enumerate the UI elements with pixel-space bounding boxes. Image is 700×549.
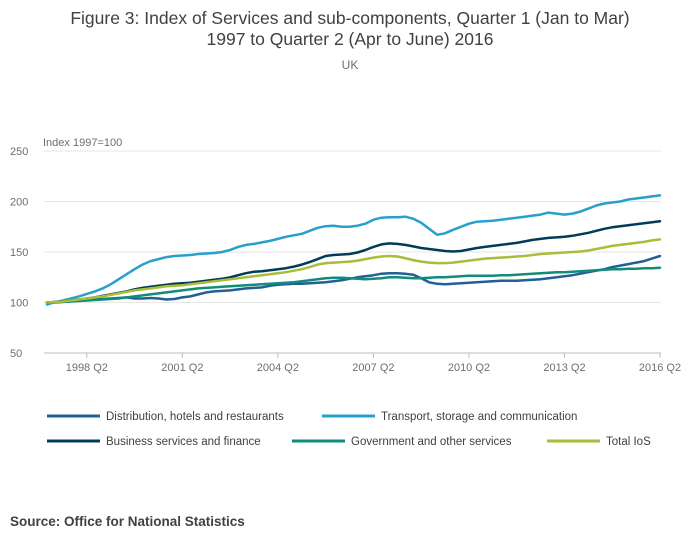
chart-subtitle: UK bbox=[341, 58, 359, 72]
y-axis-ticks: 50 100 150 200 250 bbox=[10, 146, 28, 360]
y-tick-label: 50 bbox=[10, 348, 22, 360]
chart-title-line2: 1997 to Quarter 2 (Apr to June) 2016 bbox=[206, 29, 494, 49]
series-line bbox=[45, 266, 662, 304]
x-tick-label: 1998 Q2 bbox=[66, 362, 108, 374]
x-tick-label: 2004 Q2 bbox=[257, 362, 299, 374]
y-tick-label: 200 bbox=[10, 197, 28, 209]
y-tick-label: 150 bbox=[10, 247, 28, 259]
series-line bbox=[45, 194, 662, 306]
legend-label: Business services and finance bbox=[106, 436, 261, 448]
x-tick-label: 2001 Q2 bbox=[161, 362, 203, 374]
chart-title: Figure 3: Index of Services and sub-comp… bbox=[0, 8, 700, 50]
x-tick-label: 2010 Q2 bbox=[448, 362, 490, 374]
chart-title-line1: Figure 3: Index of Services and sub-comp… bbox=[70, 8, 630, 28]
x-tick-label: 2013 Q2 bbox=[543, 362, 585, 374]
source-note: Source: Office for National Statistics bbox=[10, 514, 245, 529]
y-tick-label: 250 bbox=[10, 146, 28, 158]
x-axis: 1998 Q2 2001 Q2 2004 Q2 2007 Q2 2010 Q2 2013 … bbox=[66, 353, 681, 374]
legend-label: Distribution, hotels and restaurants bbox=[106, 411, 284, 423]
series-lines bbox=[45, 194, 662, 306]
legend-label: Government and other services bbox=[351, 436, 512, 448]
series-line bbox=[45, 238, 662, 304]
legend-label: Total IoS bbox=[606, 436, 651, 448]
line-chart: 50 100 150 200 250 Index 1997=100 1998 Q2 200… bbox=[10, 137, 681, 374]
x-tick-label: 2016 Q2 bbox=[639, 362, 681, 374]
gridlines bbox=[44, 150, 661, 354]
y-axis-title: Index 1997=100 bbox=[43, 137, 122, 149]
legend-label: Transport, storage and communication bbox=[381, 411, 577, 423]
x-tick-label: 2007 Q2 bbox=[352, 362, 394, 374]
series-line bbox=[45, 219, 662, 304]
y-tick-label: 100 bbox=[10, 298, 28, 310]
